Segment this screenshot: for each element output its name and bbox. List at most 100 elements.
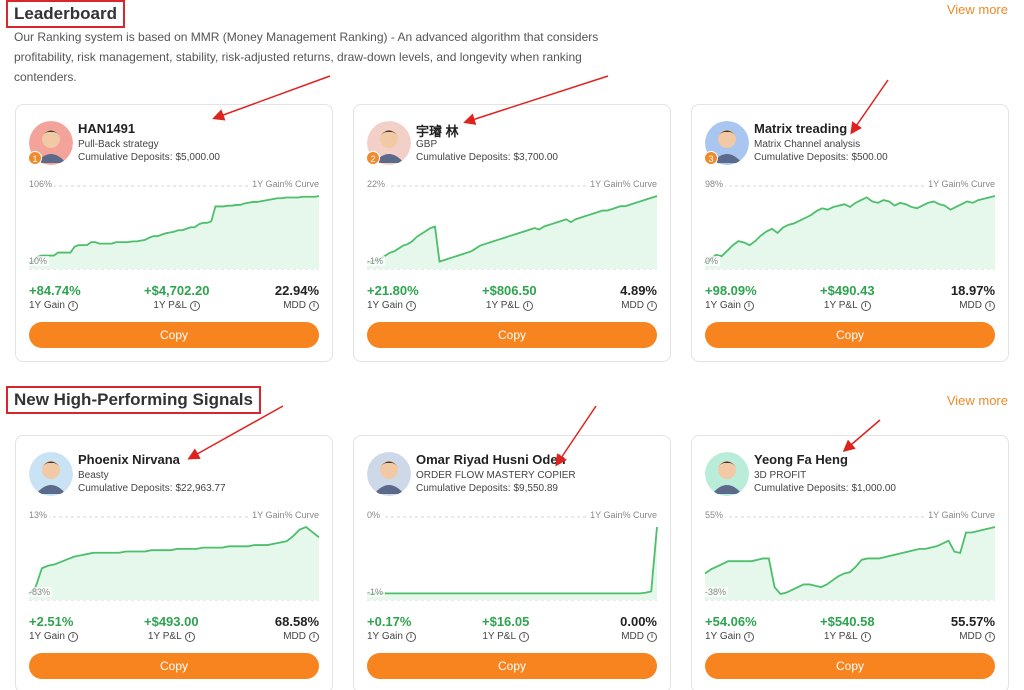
info-circle-icon[interactable]: i <box>405 300 416 311</box>
gain-stat: +2.51% 1Y Gain i <box>29 614 78 642</box>
gain-stat: +21.80% 1Y Gain i <box>367 283 419 311</box>
mdd-stat: 55.57% MDD i <box>951 614 995 642</box>
gain-value: +21.80% <box>367 283 419 298</box>
info-circle-icon[interactable]: i <box>309 300 319 311</box>
pnl-label: 1Y P&L <box>153 300 188 311</box>
pnl-label: 1Y P&L <box>823 631 858 642</box>
chart-max-label: 55% <box>705 510 726 520</box>
copy-button[interactable]: Copy <box>705 322 995 348</box>
strategy-name: 3D PROFIT <box>754 470 807 481</box>
info-circle-icon[interactable]: i <box>860 631 871 642</box>
mdd-label: MDD <box>283 631 306 642</box>
copy-button[interactable]: Copy <box>29 653 319 679</box>
avatar-icon[interactable] <box>705 452 749 496</box>
gain-label: 1Y Gain <box>367 300 403 311</box>
info-circle-icon[interactable]: i <box>647 631 657 642</box>
signal-card[interactable]: Yeong Fa Heng 3D PROFIT Cumulative Depos… <box>691 435 1009 690</box>
info-circle-icon[interactable]: i <box>985 631 995 642</box>
leaderboard-description: Our Ranking system is based on MMR (Mone… <box>14 30 599 84</box>
signal-card[interactable]: 1 HAN1491 Pull-Back strategy Cumulative … <box>15 104 333 362</box>
deposits-label: Cumulative Deposits: <box>754 483 849 494</box>
info-circle-icon[interactable]: i <box>743 300 754 311</box>
copy-button[interactable]: Copy <box>705 653 995 679</box>
strategy-name: ORDER FLOW MASTERY COPIER <box>416 470 576 481</box>
info-circle-icon[interactable]: i <box>184 631 195 642</box>
strategy-name: GBP <box>416 139 438 150</box>
info-circle-icon[interactable]: i <box>860 300 871 311</box>
info-circle-icon[interactable]: i <box>519 631 530 642</box>
gain-label: 1Y Gain <box>705 631 741 642</box>
mdd-value: 22.94% <box>274 283 319 298</box>
gain-stat: +0.17% 1Y Gain i <box>367 614 416 642</box>
copy-button[interactable]: Copy <box>29 322 319 348</box>
pnl-stat: +$806.50 1Y P&L i <box>482 283 537 311</box>
pnl-stat: +$540.58 1Y P&L i <box>820 614 875 642</box>
info-circle-icon[interactable]: i <box>67 300 78 311</box>
leaderboard-title: Leaderboard <box>6 0 125 28</box>
info-circle-icon[interactable]: i <box>985 300 995 311</box>
curve-line <box>28 525 320 595</box>
cumulative-deposits: Cumulative Deposits: $9,550.89 <box>416 483 558 494</box>
mdd-value: 4.89% <box>620 283 657 298</box>
chart-min-label: -38% <box>705 587 729 597</box>
gain-label: 1Y Gain <box>29 631 65 642</box>
info-circle-icon[interactable]: i <box>405 631 416 642</box>
mdd-value: 0.00% <box>620 614 657 629</box>
chart-curve-label: 1Y Gain% Curve <box>588 510 657 520</box>
trader-name[interactable]: 宇璿 林 <box>416 124 459 139</box>
gain-stat: +98.09% 1Y Gain i <box>705 283 757 311</box>
trader-name[interactable]: Matrix treading <box>754 121 848 136</box>
deposits-label: Cumulative Deposits: <box>416 152 511 163</box>
avatar-icon[interactable] <box>29 452 73 496</box>
leaderboard-view-more-link[interactable]: View more <box>946 2 1008 17</box>
gain-value: +54.06% <box>705 614 757 629</box>
info-circle-icon[interactable]: i <box>647 300 657 311</box>
chart-curve-label: 1Y Gain% Curve <box>250 179 319 189</box>
pnl-label: 1Y P&L <box>485 300 520 311</box>
mdd-value: 68.58% <box>274 614 319 629</box>
strategy-name: Matrix Channel analysis <box>754 139 861 150</box>
copy-button[interactable]: Copy <box>367 322 657 348</box>
info-circle-icon[interactable]: i <box>67 631 78 642</box>
mdd-stat: 4.89% MDD i <box>620 283 657 311</box>
signal-card[interactable]: Phoenix Nirvana Beasty Cumulative Deposi… <box>15 435 333 690</box>
copy-button[interactable]: Copy <box>367 653 657 679</box>
pnl-stat: +$490.43 1Y P&L i <box>820 283 875 311</box>
trader-name[interactable]: HAN1491 <box>78 121 136 136</box>
info-circle-icon[interactable]: i <box>309 631 319 642</box>
gain-curve-svg <box>366 185 658 270</box>
gain-curve-chart: 0% -1% 1Y Gain% Curve <box>366 510 658 602</box>
gain-label: 1Y Gain <box>705 300 741 311</box>
trader-name[interactable]: Phoenix Nirvana <box>78 452 180 467</box>
curve-line <box>28 195 320 264</box>
signals-view-more-link[interactable]: View more <box>946 393 1008 408</box>
signal-card[interactable]: Omar Riyad Husni Odeh ORDER FLOW MASTERY… <box>353 435 671 690</box>
info-circle-icon[interactable]: i <box>190 300 201 311</box>
curve-line <box>366 526 658 595</box>
avatar-icon[interactable] <box>367 452 411 496</box>
chart-max-label: 13% <box>29 510 50 520</box>
info-circle-icon[interactable]: i <box>743 631 754 642</box>
chart-curve-label: 1Y Gain% Curve <box>588 179 657 189</box>
trader-name[interactable]: Omar Riyad Husni Odeh <box>416 452 566 467</box>
chart-curve-label: 1Y Gain% Curve <box>926 510 995 520</box>
cumulative-deposits: Cumulative Deposits: $5,000.00 <box>78 152 220 163</box>
chart-max-label: 98% <box>705 179 726 189</box>
signals-title: New High-Performing Signals <box>6 386 261 414</box>
mdd-label: MDD <box>621 300 644 311</box>
gain-curve-chart: 55% -38% 1Y Gain% Curve <box>704 510 996 602</box>
mdd-stat: 22.94% MDD i <box>275 283 319 311</box>
trader-name[interactable]: Yeong Fa Heng <box>754 452 848 467</box>
rank-badge: 2 <box>366 151 380 165</box>
chart-min-label: 10% <box>29 256 50 266</box>
mdd-value: 18.97% <box>950 283 995 298</box>
strategy-name: Pull-Back strategy <box>78 139 159 150</box>
gain-label: 1Y Gain <box>367 631 403 642</box>
rank-badge: 3 <box>704 151 718 165</box>
signal-card[interactable]: 2 宇璿 林 GBP Cumulative Deposits: $3,700.00… <box>353 104 671 362</box>
gain-curve-chart: 98% 0% 1Y Gain% Curve <box>704 179 996 271</box>
signal-card[interactable]: 3 Matrix treading Matrix Channel analysi… <box>691 104 1009 362</box>
info-circle-icon[interactable]: i <box>522 300 533 311</box>
pnl-value: +$806.50 <box>482 283 537 298</box>
gain-curve-chart: 106% 10% 1Y Gain% Curve <box>28 179 320 271</box>
